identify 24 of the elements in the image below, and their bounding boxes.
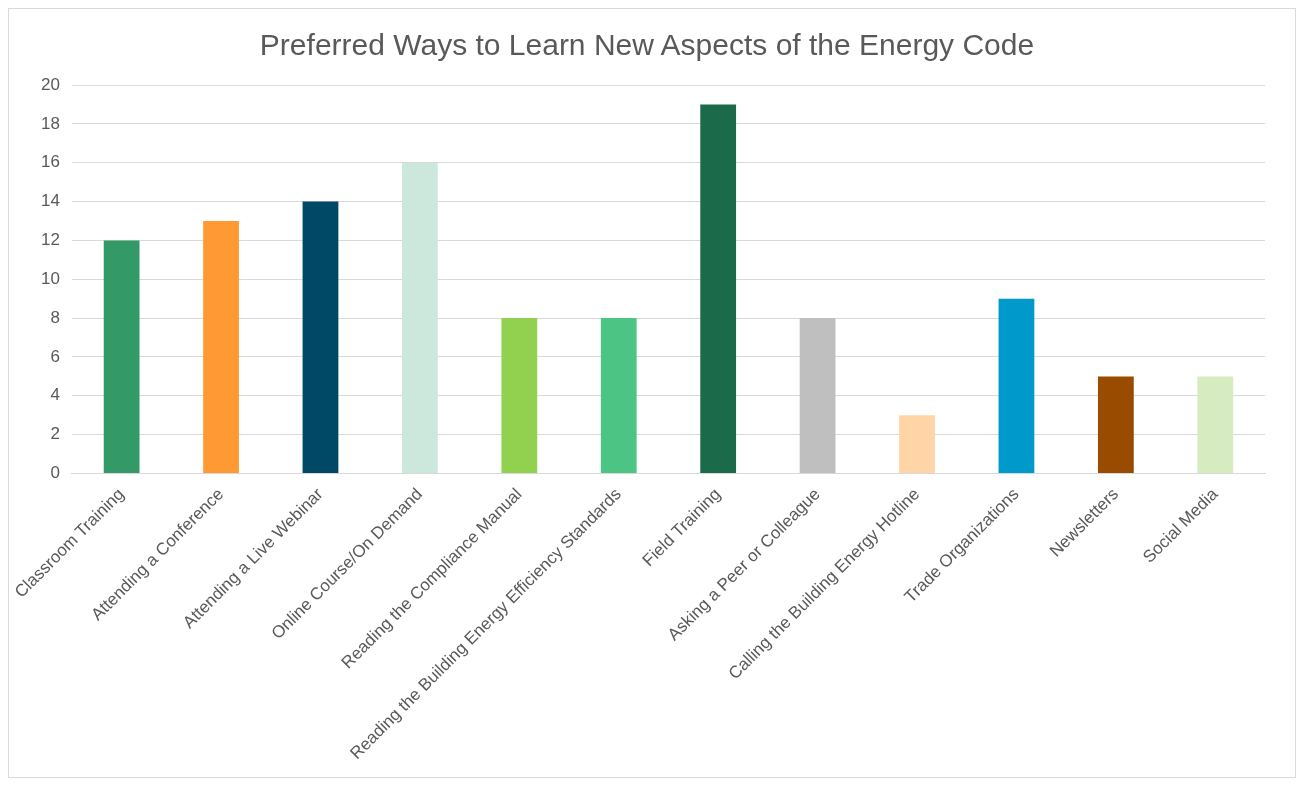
y-tick-label: 4 xyxy=(50,385,60,405)
bar xyxy=(799,318,836,474)
y-tick-label: 12 xyxy=(40,230,60,250)
bar xyxy=(700,104,737,474)
y-tick-label: 0 xyxy=(50,463,60,483)
bar xyxy=(899,415,935,474)
bar xyxy=(402,162,438,474)
y-tick-label: 18 xyxy=(40,113,60,133)
y-tick-label: 16 xyxy=(40,152,60,172)
y-tick-label: 8 xyxy=(50,307,60,327)
bar xyxy=(203,220,239,474)
y-tick-label: 10 xyxy=(40,268,60,288)
y-tick-label: 14 xyxy=(40,191,60,211)
bar xyxy=(998,298,1035,474)
chart-title: Preferred Ways to Learn New Aspects of the Energy Code xyxy=(259,28,1035,62)
bar xyxy=(1197,376,1234,474)
y-tick-label: 2 xyxy=(50,424,60,444)
bar xyxy=(302,201,339,474)
bar xyxy=(103,240,140,474)
bar xyxy=(501,318,538,474)
bar xyxy=(600,318,637,474)
bar xyxy=(1097,376,1134,474)
y-tick-label: 20 xyxy=(40,74,60,94)
y-tick-label: 6 xyxy=(50,346,60,366)
